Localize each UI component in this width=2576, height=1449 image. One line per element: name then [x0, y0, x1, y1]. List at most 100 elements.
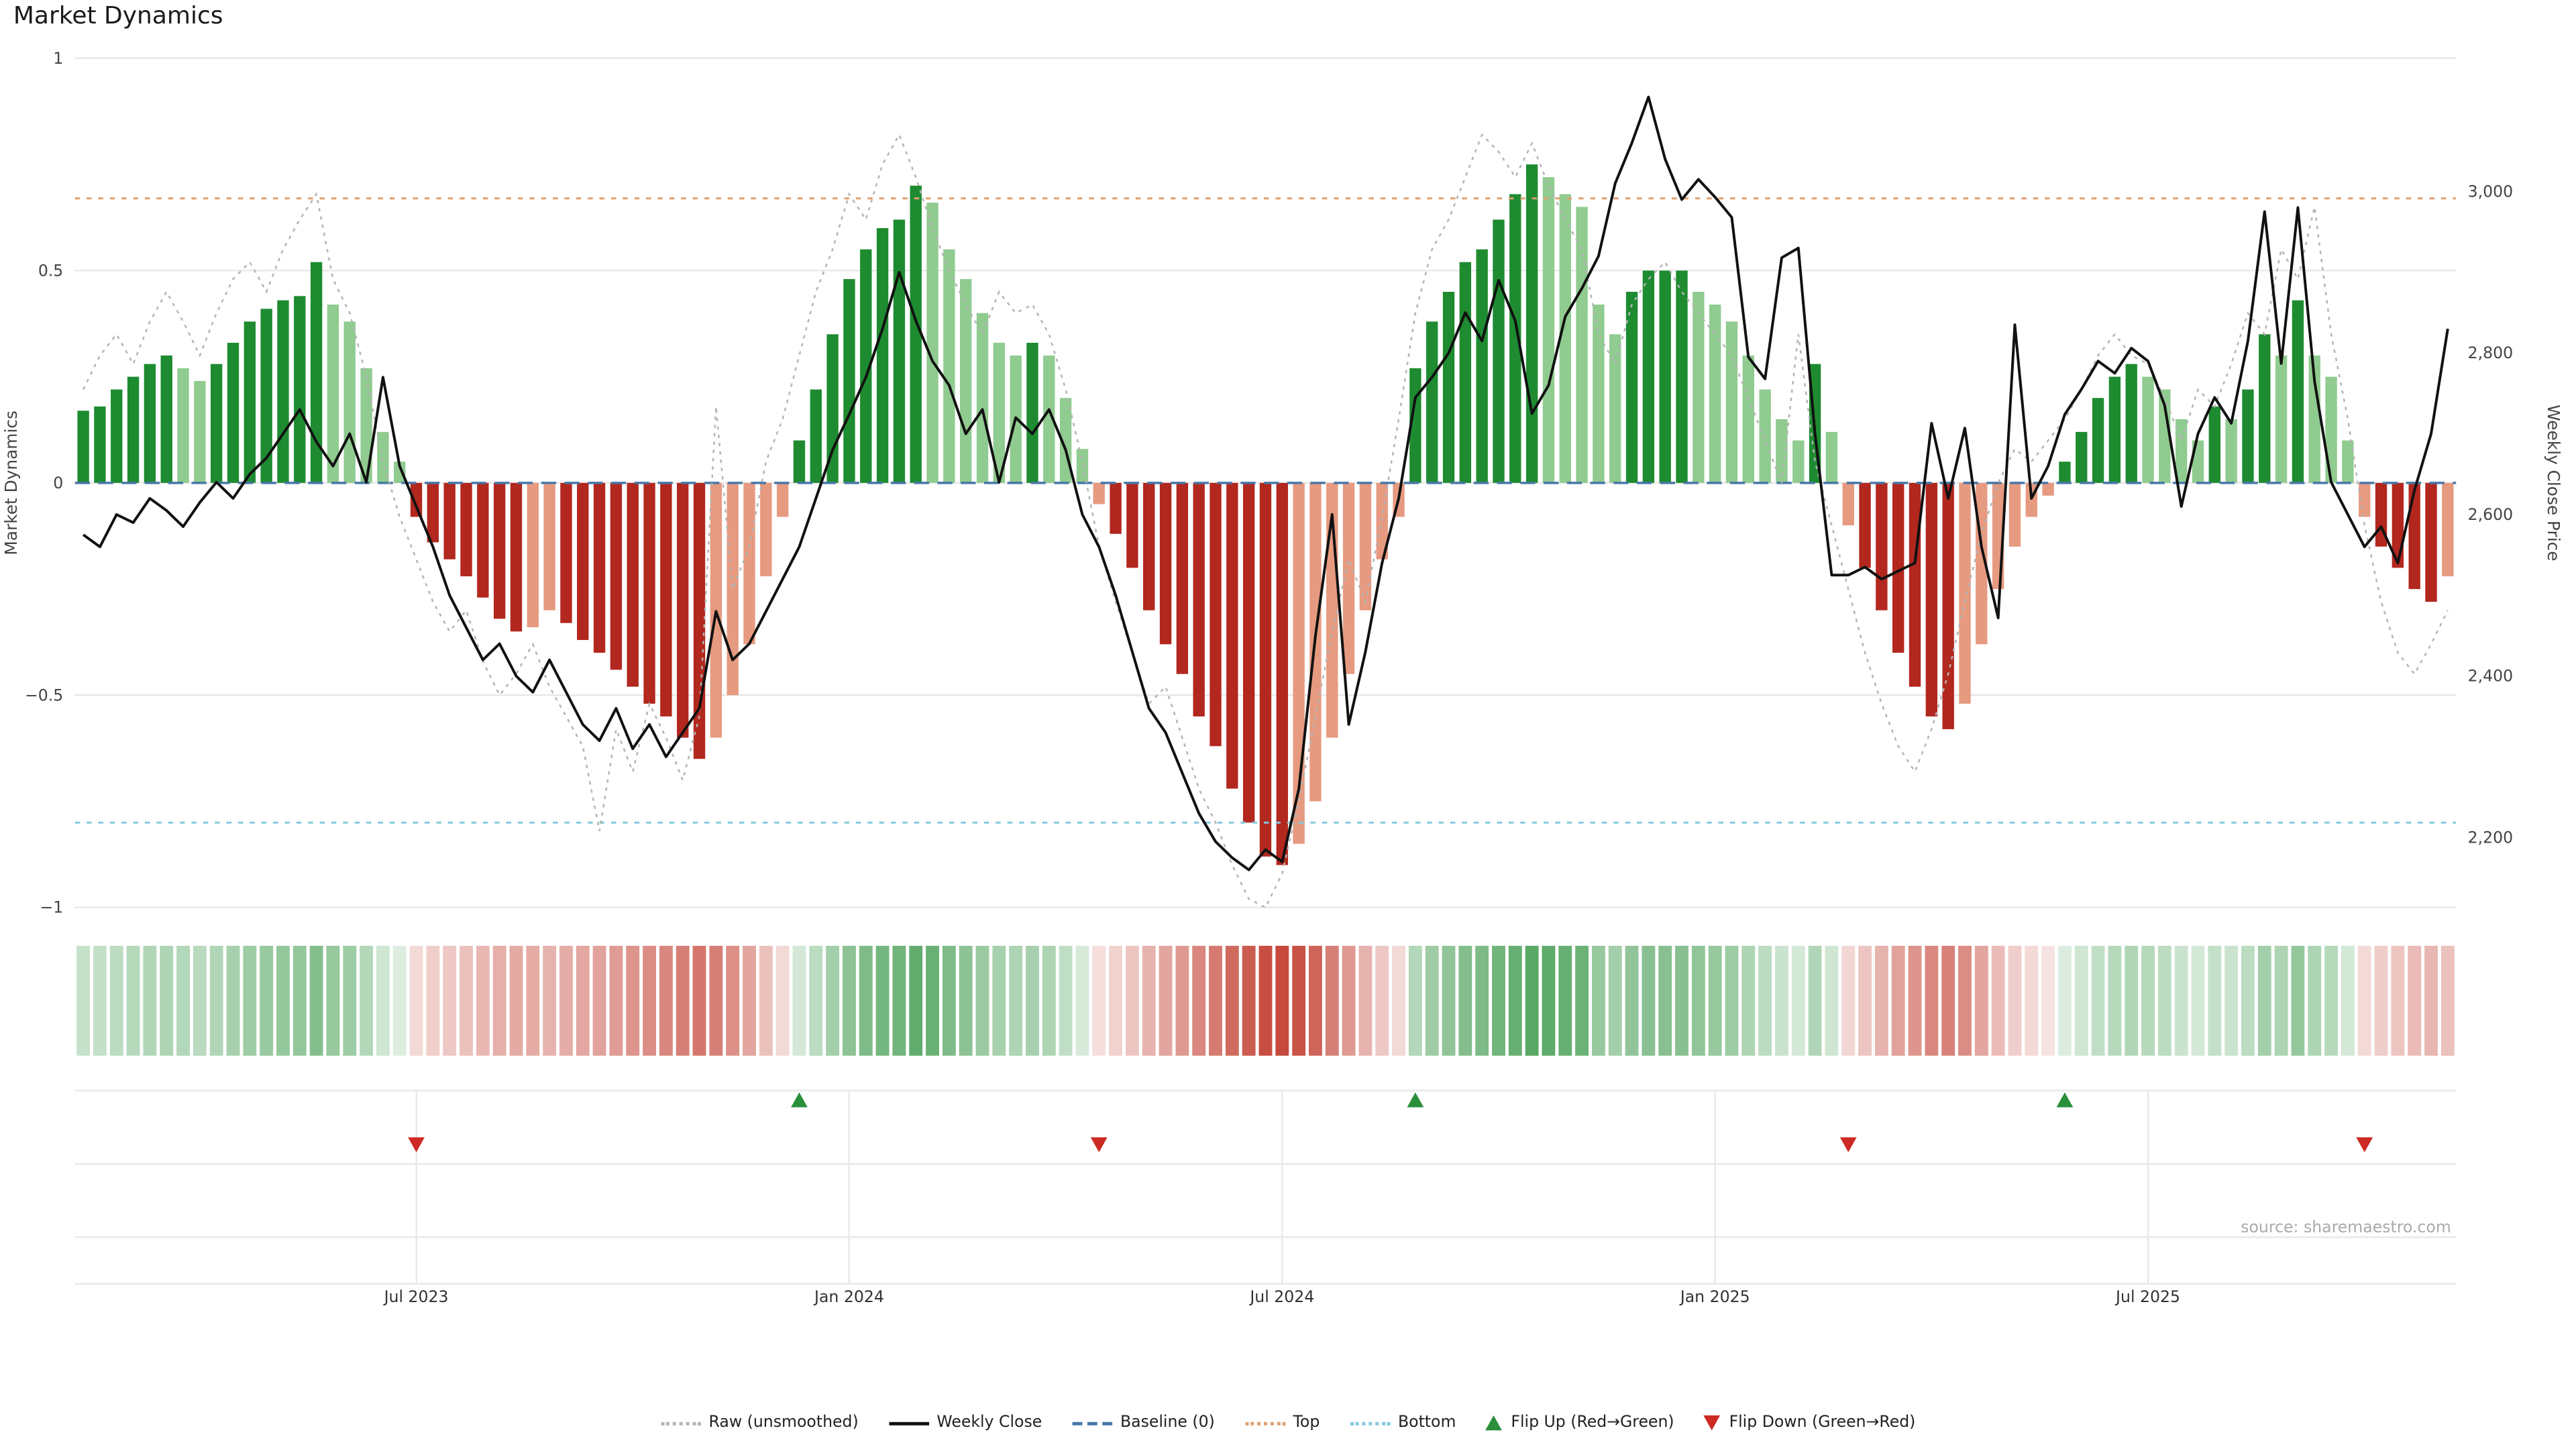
- heatmap-cell: [326, 945, 340, 1056]
- heatmap-cell: [1042, 945, 1056, 1056]
- heatmap-cell: [2191, 945, 2205, 1056]
- oscillator-bar: [1176, 482, 1189, 674]
- heatmap-cell: [1991, 945, 2005, 1056]
- heatmap-cell: [1009, 945, 1023, 1056]
- heatmap-cell: [443, 945, 457, 1056]
- oscillator-bar: [1193, 482, 1205, 716]
- heatmap-cell: [2391, 945, 2405, 1056]
- heatmap-cell: [1625, 945, 1639, 1056]
- top-swatch-icon: [1244, 1421, 1285, 1425]
- heatmap-cell: [1475, 945, 1489, 1056]
- heatmap-cell: [592, 945, 606, 1056]
- oscillator-bar: [343, 321, 356, 483]
- oscillator-bar: [111, 389, 123, 483]
- heatmap-cell: [2157, 945, 2171, 1056]
- oscillator-bar: [443, 482, 455, 559]
- heatmap-cell: [2208, 945, 2222, 1056]
- heatmap-cell: [226, 945, 240, 1056]
- right-axis-tick-label: 2,800: [2468, 343, 2514, 362]
- legend-label: Raw (unsmoothed): [708, 1413, 859, 1432]
- baseline-swatch-icon: [1071, 1421, 1112, 1425]
- oscillator-bar: [543, 482, 555, 610]
- heatmap-cell: [276, 945, 290, 1056]
- heatmap-cell: [2308, 945, 2322, 1056]
- heatmap-cell: [1309, 945, 1322, 1056]
- oscillator-bar: [1725, 321, 1738, 483]
- oscillator-bar: [893, 219, 906, 483]
- oscillator-bar: [2208, 406, 2221, 483]
- raw-line: [82, 132, 2449, 909]
- threshold-lines: [74, 197, 2457, 824]
- oscillator-bar: [776, 482, 789, 517]
- oscillator-bar: [1043, 355, 1055, 483]
- heatmap-cell: [1325, 945, 1339, 1056]
- oscillator-bar: [360, 368, 372, 483]
- legend-label: Flip Up (Red→Green): [1511, 1413, 1674, 1432]
- oscillator-bar: [1609, 334, 1621, 483]
- heatmap-cell: [826, 945, 840, 1056]
- x-axis-tick-label: Jan 2024: [813, 1287, 884, 1306]
- oscillator-bar: [2442, 482, 2454, 577]
- oscillator-bar: [1359, 482, 1372, 610]
- heatmap-cell: [992, 945, 1006, 1056]
- oscillator-bar: [1759, 389, 1771, 483]
- oscillator-bar: [1110, 482, 1122, 534]
- oscillator-bar: [593, 482, 606, 653]
- oscillator-bar: [910, 185, 922, 483]
- legend: Raw (unsmoothed) Weekly Close Baseline (…: [0, 1413, 2576, 1432]
- heatmap-cell: [975, 945, 989, 1056]
- heatmap-cell: [1026, 945, 1039, 1056]
- oscillator-bar: [1909, 482, 1921, 687]
- heatmap-cell: [543, 945, 557, 1056]
- flip-up-marker-icon: [1407, 1092, 1424, 1108]
- oscillator-bar: [1925, 482, 1938, 716]
- oscillator-bar: [1342, 482, 1355, 674]
- heatmap-cell: [743, 945, 756, 1056]
- oscillator-bar: [427, 482, 439, 543]
- heatmap-cell: [1159, 945, 1173, 1056]
- oscillator-bar: [1143, 482, 1155, 610]
- heatmap-cell: [1775, 945, 1788, 1056]
- heatmap-cell: [792, 945, 806, 1056]
- oscillator-bar: [1559, 194, 1571, 483]
- heatmap-cell: [759, 945, 773, 1056]
- oscillator-bar: [1476, 249, 1488, 483]
- heatmap-cell: [659, 945, 673, 1056]
- oscillator-bar: [2242, 389, 2254, 483]
- oscillator-bar: [1525, 164, 1538, 483]
- heatmap-cell: [143, 945, 157, 1056]
- oscillator-bar: [210, 364, 223, 483]
- oscillator-bar: [1442, 292, 1455, 483]
- heatmap-cell: [1125, 945, 1139, 1056]
- right-axis-tick-label: 2,200: [2468, 828, 2514, 847]
- left-axis-tick-label: −0.5: [25, 686, 63, 704]
- legend-item-baseline: Baseline (0): [1071, 1413, 1215, 1432]
- heatmap-cell: [93, 945, 107, 1056]
- legend-item-bottom: Bottom: [1349, 1413, 1456, 1432]
- oscillator-bar: [993, 342, 1006, 483]
- heatmap-cell: [1492, 945, 1505, 1056]
- heatmap-cell: [1059, 945, 1073, 1056]
- heatmap-cell: [809, 945, 823, 1056]
- oscillator-bar: [1493, 219, 1505, 483]
- oscillator-bar: [2059, 462, 2071, 483]
- heatmap-cell: [2341, 945, 2355, 1056]
- heatmap-cell: [392, 945, 407, 1056]
- heatmap-cell: [1258, 945, 1273, 1056]
- heatmap-cell: [1958, 945, 1972, 1056]
- oscillator-bar: [1693, 292, 1705, 483]
- heatmap-cell: [1608, 945, 1622, 1056]
- heatmap-cell: [1342, 945, 1356, 1056]
- oscillator-bar: [1892, 482, 1904, 653]
- heatmap-cell: [926, 945, 939, 1056]
- left-axis-tick-label: 1: [53, 49, 63, 68]
- legend-label: Baseline (0): [1120, 1413, 1215, 1432]
- heatmap-cell: [2108, 945, 2122, 1056]
- heatmap-cell: [243, 945, 257, 1056]
- oscillator-bar: [2125, 364, 2137, 483]
- heatmap-cell: [2041, 945, 2055, 1056]
- oscillator-bar: [926, 203, 938, 483]
- page-title: Market Dynamics: [13, 3, 223, 30]
- heatmap-cell: [509, 945, 523, 1056]
